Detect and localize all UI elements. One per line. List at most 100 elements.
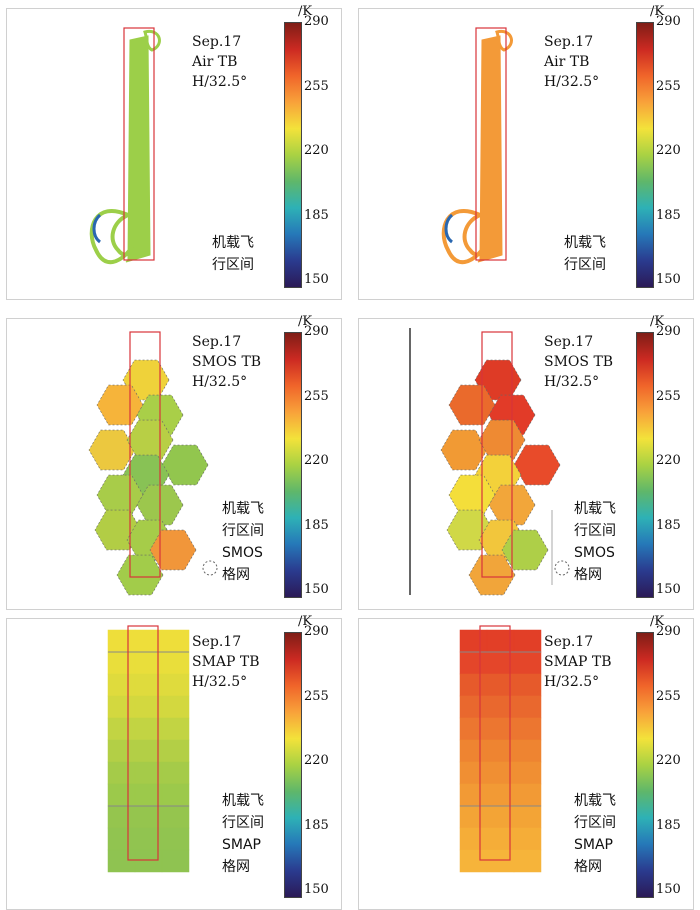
colorbar-tick: 220: [656, 143, 681, 158]
smos-cell: [96, 474, 144, 516]
smap-cell: [459, 805, 488, 829]
panel-A: Sep.17 Air TB H/32.5° 机载飞 行区间/K 290 255 220 185…: [0, 0, 348, 300]
flight-area-box: [481, 331, 513, 578]
colorbar-tick: 290: [304, 14, 329, 29]
colorbar-tick: 185: [656, 817, 681, 833]
smap-cell: [161, 651, 190, 675]
smos-grid-legend-symbol: [202, 560, 218, 576]
smap-cell: [107, 629, 136, 653]
smap-cell: [459, 673, 488, 697]
smap-cell: [107, 849, 136, 873]
colorbar-tick: 185: [304, 817, 329, 833]
smos-cell: [448, 384, 496, 426]
map-legend-text: 机载飞 行区间 SMAP 格网: [222, 793, 264, 875]
info-date: Sep.17: [544, 634, 594, 650]
colorbar-tick: 255: [304, 688, 329, 704]
info-sensor: SMOS TB: [192, 354, 262, 370]
info-sensor: Air TB: [544, 54, 590, 70]
map-legend-text: 机载飞 行区间: [212, 235, 254, 273]
panel-info: Sep.17 SMOS TB H/32.5°: [192, 332, 261, 392]
airborne-track-loop: [495, 29, 513, 52]
colorbar-tick: 255: [656, 78, 681, 94]
colorbar: [636, 22, 654, 288]
colorbar-tick: 150: [656, 582, 681, 597]
colorbar: [284, 332, 302, 598]
smap-cell: [513, 827, 542, 851]
airborne-tb-strip: [477, 35, 503, 263]
info-date: Sep.17: [192, 34, 242, 50]
airborne-track-loop: [143, 29, 161, 52]
smos-cell: [448, 474, 496, 516]
smap-cell: [459, 629, 488, 653]
smap-cell: [107, 717, 136, 741]
smap-cell: [513, 651, 542, 675]
map-plot: [89, 27, 161, 264]
smap-cell: [161, 717, 190, 741]
smos-cell: [501, 529, 549, 571]
panel-D: Sep.17 SMOS TB H/32.5° 机载飞 行区间 SMOS 格网/K 290…: [352, 310, 700, 610]
colorbar-tick: 150: [656, 272, 681, 287]
map-legend-text: 机载飞 行区间 SMOS 格网: [222, 501, 264, 583]
smap-cell: [513, 629, 542, 653]
smap-cell: [459, 849, 488, 873]
smos-cell: [149, 529, 197, 571]
panel-B: Sep.17 Air TB H/32.5° 机载飞 行区间/K 290 255 220 185…: [352, 0, 700, 300]
colorbar: [284, 632, 302, 898]
smap-cell: [513, 783, 542, 807]
info-sensor: SMOS TB: [544, 354, 614, 370]
airborne-track-loop: [92, 213, 102, 244]
smap-cell: [513, 805, 542, 829]
flight-area-box: [127, 625, 159, 861]
colorbar-tick: 185: [304, 517, 329, 533]
smos-cell: [161, 444, 209, 486]
map-plot: [459, 625, 542, 873]
smap-cell: [161, 761, 190, 785]
flight-area-box: [129, 331, 161, 578]
panel-info: Sep.17 SMAP TB H/32.5°: [544, 632, 612, 692]
smap-cell: [459, 783, 488, 807]
smap-cell: [459, 739, 488, 763]
smap-cell: [107, 673, 136, 697]
info-pol: H/32.5°: [544, 674, 600, 690]
airborne-track-loop: [441, 208, 486, 264]
colorbar-tick: 150: [304, 272, 329, 287]
map-frame: [358, 8, 694, 300]
colorbar: [636, 632, 654, 898]
info-sensor: SMAP TB: [192, 654, 260, 670]
colorbar-tick: 255: [656, 388, 681, 404]
airborne-track-loop: [89, 208, 134, 264]
flight-area-box: [479, 625, 511, 861]
smap-cell: [107, 695, 136, 719]
flight-area-box: [475, 27, 507, 261]
map-plot: [88, 331, 218, 596]
info-pol: H/32.5°: [192, 374, 248, 390]
colorbar-unit: /K: [650, 314, 665, 329]
colorbar-tick: 290: [656, 14, 681, 29]
colorbar-tick: 255: [656, 688, 681, 704]
info-pol: H/32.5°: [192, 674, 248, 690]
airborne-tb-strip: [125, 35, 151, 263]
colorbar-tick: 220: [656, 453, 681, 468]
smap-cell: [161, 849, 190, 873]
smap-cell: [161, 739, 190, 763]
airborne-track-loop: [444, 213, 454, 244]
colorbar-tick: 185: [656, 517, 681, 533]
info-sensor: Air TB: [192, 54, 238, 70]
smos-cell: [440, 429, 488, 471]
colorbar: [284, 22, 302, 288]
smap-cell: [107, 805, 136, 829]
smap-cell: [459, 717, 488, 741]
smap-cell: [161, 805, 190, 829]
info-pol: H/32.5°: [192, 74, 248, 90]
map-frame: [6, 318, 342, 610]
colorbar-tick: 290: [656, 624, 681, 639]
colorbar-tick: 150: [304, 582, 329, 597]
map-frame: [358, 318, 694, 610]
info-date: Sep.17: [192, 334, 242, 350]
smap-cell: [161, 673, 190, 697]
smap-cell: [161, 629, 190, 653]
colorbar-tick: 290: [304, 324, 329, 339]
colorbar: [636, 332, 654, 598]
info-pol: H/32.5°: [544, 74, 600, 90]
smos-cell: [116, 554, 164, 596]
